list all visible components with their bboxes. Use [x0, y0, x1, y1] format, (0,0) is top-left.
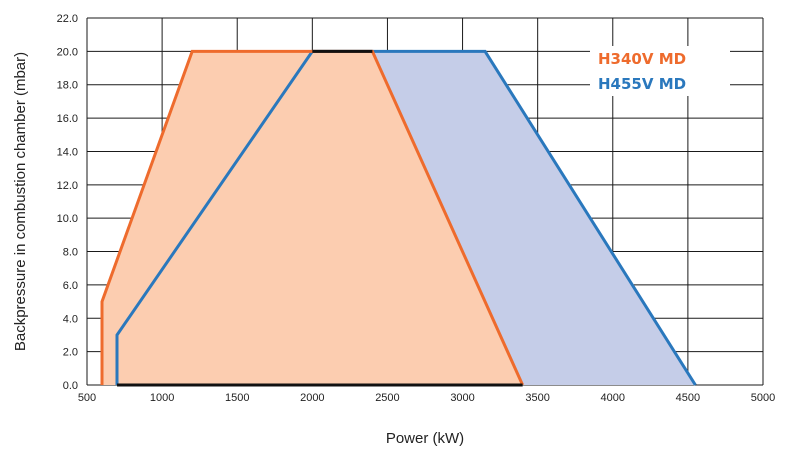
- x-tick-label: 500: [78, 392, 96, 404]
- y-tick-label: 2.0: [63, 347, 78, 359]
- legend-label-h455v-md: H455V MD: [598, 75, 686, 93]
- y-tick-label: 14.0: [57, 146, 78, 158]
- y-tick-label: 0.0: [63, 380, 78, 392]
- x-tick-label: 2500: [375, 392, 399, 404]
- y-tick-label: 22.0: [57, 13, 78, 25]
- x-tick-label: 1000: [150, 392, 174, 404]
- y-axis-title: Backpressure in combustion chamber (mbar…: [12, 52, 29, 351]
- area-h340v-md: [102, 51, 523, 386]
- y-tick-label: 18.0: [57, 80, 78, 92]
- x-tick-label: 5000: [751, 392, 775, 404]
- series-areas: [102, 51, 696, 386]
- x-axis-title: Power (kW): [386, 430, 464, 447]
- legend-background: [590, 46, 730, 96]
- y-tick-label: 4.0: [63, 313, 78, 325]
- line-h340v-md: [100, 49, 524, 386]
- x-tick-label: 4500: [676, 392, 700, 404]
- x-tick-label: 2000: [300, 392, 324, 404]
- y-tick-label: 16.0: [57, 113, 78, 125]
- y-tick-label: 8.0: [63, 247, 78, 259]
- y-tick-label: 6.0: [63, 280, 78, 292]
- tick-labels: 500 1000 1500 2000 2500 3000 3500 4000 4500 5000 0…: [57, 13, 776, 404]
- series-outlines: [100, 49, 697, 387]
- y-tick-label: 12.0: [57, 180, 78, 192]
- y-tick-label: 10.0: [57, 213, 78, 225]
- x-tick-label: 4000: [601, 392, 625, 404]
- x-tick-label: 3000: [450, 392, 474, 404]
- x-tick-label: 1500: [225, 392, 249, 404]
- legend-label-h340v-md: H340V MD: [598, 50, 686, 68]
- y-tick-label: 20.0: [57, 46, 78, 58]
- x-tick-label: 3500: [525, 392, 549, 404]
